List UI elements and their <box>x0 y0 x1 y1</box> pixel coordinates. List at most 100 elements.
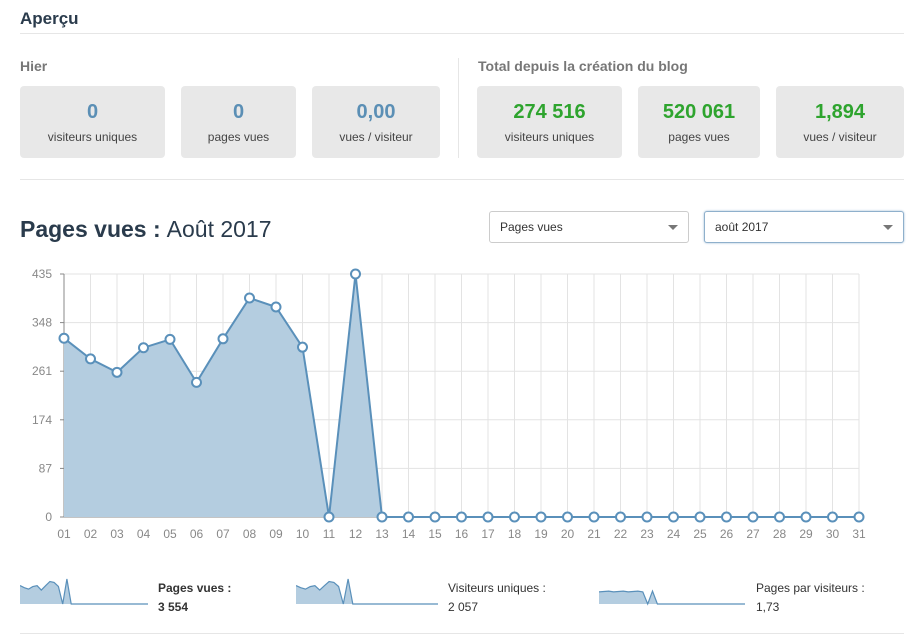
x-tick-label: 03 <box>110 527 124 541</box>
x-tick-label: 31 <box>852 527 866 541</box>
x-tick-label: 14 <box>402 527 416 541</box>
x-tick-label: 26 <box>720 527 734 541</box>
stat-label: vues / visiteur <box>339 130 413 144</box>
overview-title: Aperçu <box>20 9 79 28</box>
x-tick-label: 02 <box>84 527 98 541</box>
data-point <box>297 341 308 353</box>
stat-value: 274 516 <box>513 101 586 123</box>
sparkline-pages-per-visitor <box>599 589 745 606</box>
data-point <box>641 511 653 523</box>
data-point <box>721 511 732 523</box>
data-point <box>323 511 335 523</box>
x-tick-label: 28 <box>773 527 787 541</box>
data-point <box>747 511 759 523</box>
sparkline-pageviews <box>20 578 148 605</box>
pageviews-chart: 0 87 174 261 348 435 01 02 03 04 05 06 07 08 09 10 11 12… <box>32 267 866 541</box>
x-tick-label: 11 <box>323 527 336 541</box>
total-title: Total depuis la création du blog <box>478 58 688 74</box>
month-select[interactable]: août 2017 <box>704 211 904 243</box>
data-point <box>85 353 96 365</box>
y-tick-label: 174 <box>32 413 52 427</box>
x-tick-label: 23 <box>640 527 654 541</box>
x-tick-label: 01 <box>57 527 71 541</box>
x-tick-label: 20 <box>561 527 575 541</box>
section-separator <box>458 58 459 158</box>
stat-value: 0 <box>232 101 245 123</box>
pageviews-title-label: Pages vues : <box>20 216 161 242</box>
x-tick-label: 24 <box>667 527 681 541</box>
metric-select[interactable]: Pages vues <box>489 211 689 243</box>
sparkline-line <box>599 589 745 606</box>
x-tick-label: 05 <box>163 527 177 541</box>
data-point <box>615 511 626 523</box>
divider <box>20 633 904 634</box>
y-tick-label: 435 <box>32 267 52 281</box>
chevron-down-icon <box>883 225 893 230</box>
data-point <box>217 333 229 345</box>
data-point <box>588 511 600 523</box>
stat-label: pages vues <box>207 130 270 144</box>
x-tick-label: 15 <box>428 527 442 541</box>
data-point <box>403 511 414 523</box>
pageviews-title-month: Août 2017 <box>166 216 272 242</box>
stat-label: pages vues <box>668 130 730 144</box>
data-point <box>111 366 123 378</box>
sparkline-line <box>20 578 148 605</box>
x-tick-label: 18 <box>508 527 522 541</box>
summary-pageviews: Pages vues : 3 554 <box>20 574 280 614</box>
summary-label: Pages par visiteurs : <box>756 581 865 595</box>
stat-label: vues / visiteur <box>803 130 877 144</box>
total-unique-visitors-card: 274 516 visiteurs uniques <box>477 86 622 158</box>
data-point <box>270 301 282 313</box>
area-series <box>64 274 859 517</box>
sparkline-visitors <box>296 578 438 605</box>
data-points <box>58 268 865 523</box>
data-point <box>827 511 838 523</box>
sparkline-line <box>296 578 438 605</box>
stat-value: 1,894 <box>814 101 866 123</box>
x-tick-label: 16 <box>455 527 469 541</box>
x-tick-label: 27 <box>746 527 760 541</box>
chevron-down-icon <box>668 225 678 230</box>
divider <box>20 179 904 180</box>
data-point <box>509 511 520 523</box>
data-point <box>429 511 441 523</box>
total-pageviews-card: 520 061 pages vues <box>638 86 760 158</box>
data-point <box>853 511 865 523</box>
data-point <box>138 342 149 354</box>
summary-value: 1,73 <box>756 600 780 614</box>
data-point <box>668 511 679 523</box>
data-point <box>350 268 361 280</box>
metric-select-value: Pages vues <box>500 220 563 234</box>
stat-value: 520 061 <box>662 101 736 123</box>
yesterday-title: Hier <box>20 58 48 74</box>
summary-label: Pages vues : <box>158 581 232 595</box>
data-point <box>376 511 388 523</box>
x-tick-label: 25 <box>693 527 707 541</box>
data-point <box>694 511 706 523</box>
x-tick-label: 30 <box>826 527 840 541</box>
x-tick-label: 19 <box>534 527 548 541</box>
data-point <box>562 511 573 523</box>
divider <box>20 33 904 34</box>
month-select-value: août 2017 <box>715 220 769 234</box>
x-tick-label: 13 <box>375 527 389 541</box>
x-tick-label: 21 <box>587 527 601 541</box>
data-point <box>191 376 202 388</box>
sparkline-area <box>296 579 438 604</box>
yesterday-views-per-visitor-card: 0,00 vues / visiteur <box>312 86 440 158</box>
x-tick-label: 07 <box>216 527 230 541</box>
x-tick-label: 04 <box>137 527 151 541</box>
yesterday-unique-visitors-card: 0 visiteurs uniques <box>20 86 165 158</box>
x-tick-label: 22 <box>614 527 628 541</box>
y-tick-label: 87 <box>39 461 53 475</box>
total-views-per-visitor-card: 1,894 vues / visiteur <box>776 86 904 158</box>
x-tick-label: 10 <box>296 527 310 541</box>
summary-value: 3 554 <box>158 600 189 614</box>
stat-label: visiteurs uniques <box>504 130 595 144</box>
stat-value: 0,00 <box>356 101 396 123</box>
stat-label: visiteurs uniques <box>47 130 138 144</box>
data-point <box>535 511 547 523</box>
x-tick-label: 17 <box>481 527 495 541</box>
stat-value: 0 <box>86 101 99 123</box>
